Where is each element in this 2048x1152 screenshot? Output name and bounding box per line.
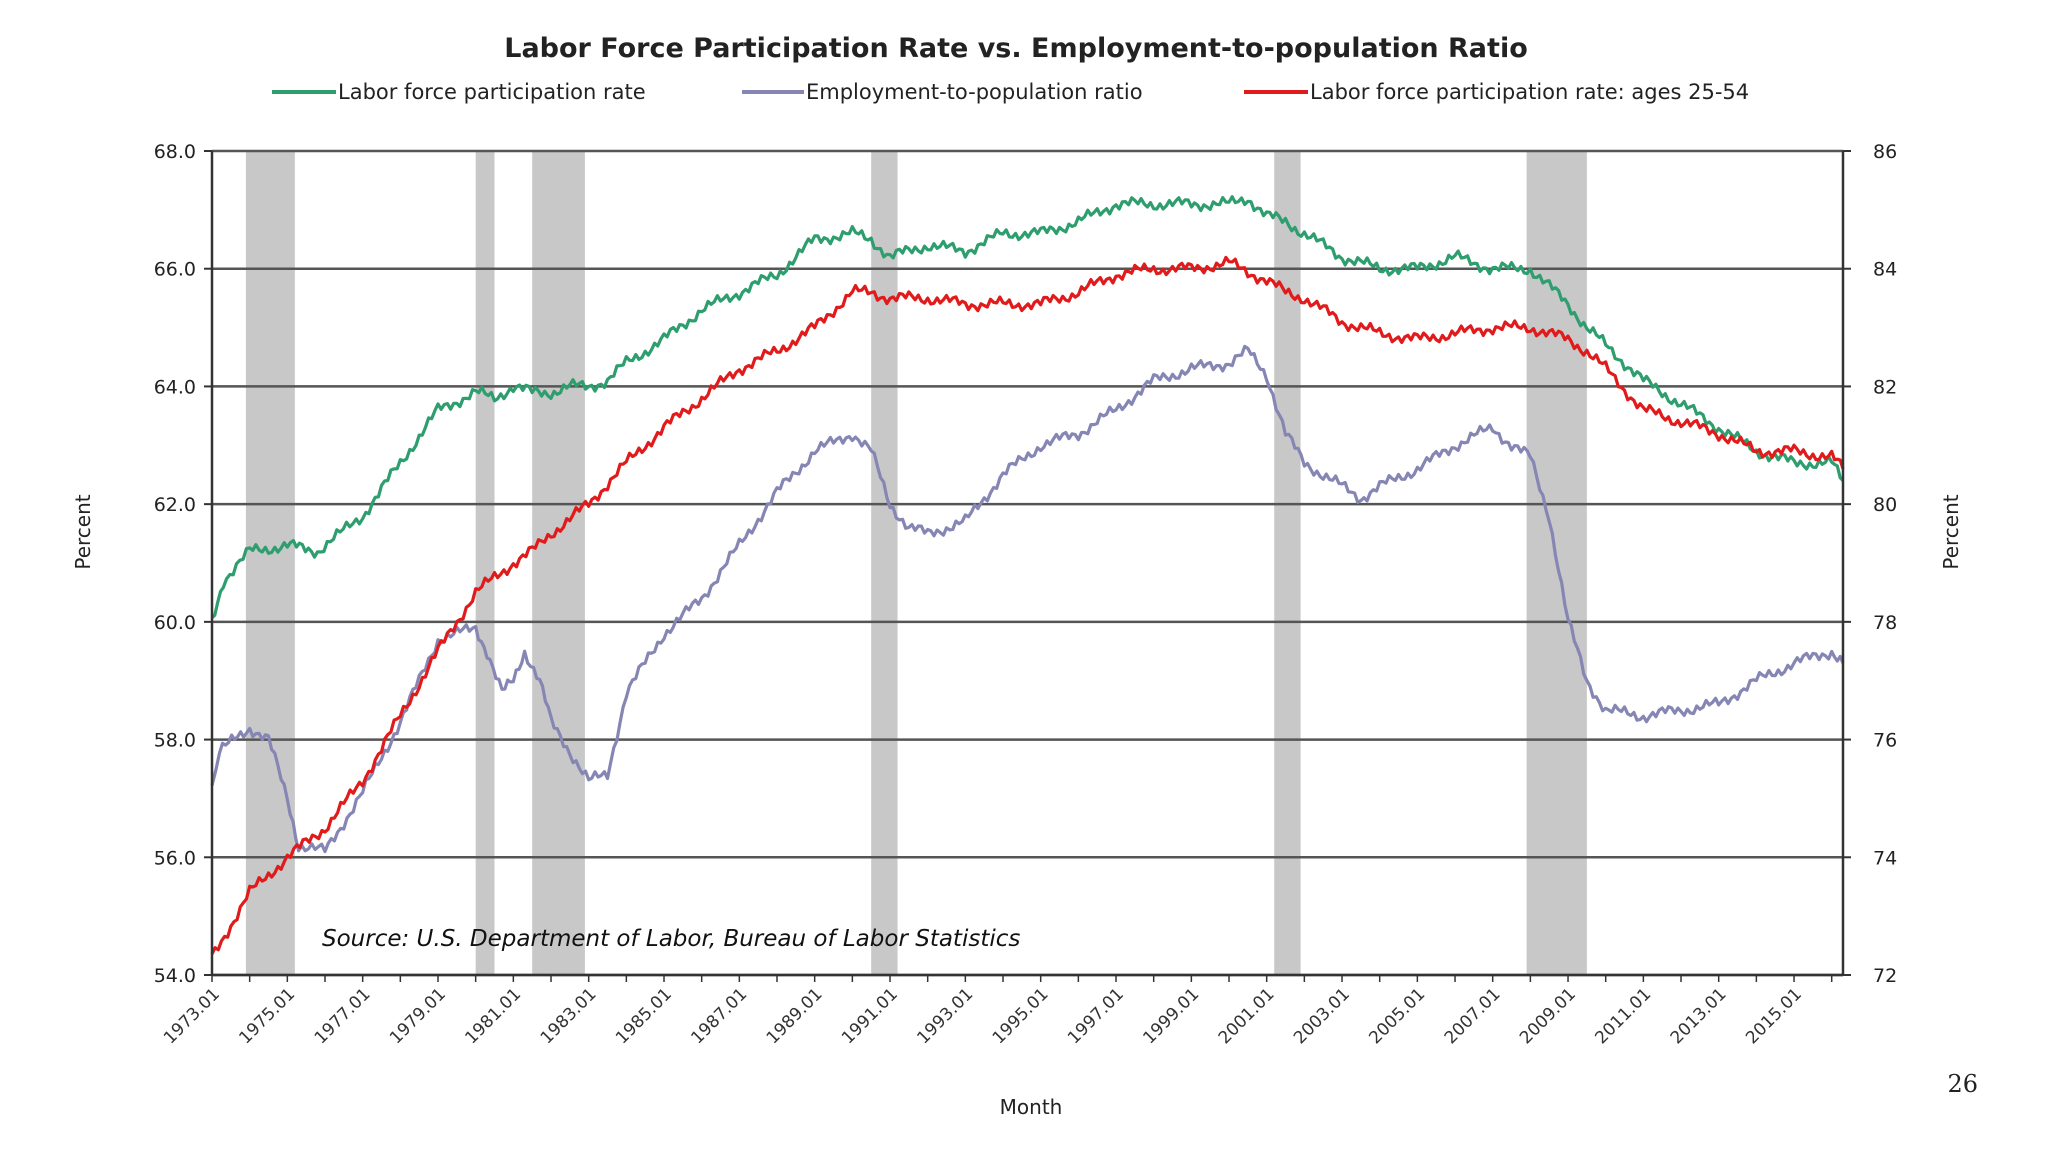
legend-label-prime-age: Labor force participation rate: ages 25-…: [1310, 80, 1749, 104]
x-tick-label: 1999.01: [1139, 984, 1203, 1048]
x-axis-ticks: 1973.01 1975.01 1977.01 1979.01 1981.01 1983.…: [160, 975, 1833, 1048]
right-tick-label: 82: [1873, 376, 1897, 398]
x-tick-label: 2015.01: [1742, 984, 1806, 1048]
series-line-prime-age: [210, 255, 1845, 955]
right-tick-label: 80: [1873, 494, 1897, 516]
y-axis-label-left: Percent: [71, 494, 95, 569]
legend: Labor force participation rate Employmen…: [272, 80, 1749, 104]
x-tick-label: 1983.01: [537, 984, 601, 1048]
x-axis-label: Month: [1000, 1095, 1063, 1119]
left-tick-label: 56.0: [154, 847, 196, 869]
x-tick-label: 2013.01: [1667, 984, 1731, 1048]
left-tick-label: 60.0: [154, 612, 196, 634]
axes: [210, 151, 1845, 977]
series-layer: [210, 195, 1845, 955]
left-tick-label: 66.0: [154, 259, 196, 281]
recession-band: [1274, 151, 1301, 975]
x-tick-label: 2007.01: [1441, 984, 1505, 1048]
x-tick-label: 1987.01: [687, 984, 751, 1048]
x-tick-label: 1997.01: [1064, 984, 1128, 1048]
x-tick-label: 1975.01: [235, 984, 299, 1048]
grid: [212, 149, 1843, 977]
left-tick-label: 68.0: [154, 141, 196, 163]
x-tick-label: 2011.01: [1591, 984, 1655, 1048]
legend-label-epop: Employment-to-population ratio: [806, 80, 1143, 104]
x-tick-label: 1979.01: [386, 984, 450, 1048]
right-tick-label: 86: [1873, 141, 1897, 163]
left-tick-label: 58.0: [154, 730, 196, 752]
series-line-epop: [210, 344, 1845, 854]
y-axis-label-right: Percent: [1939, 494, 1963, 569]
right-tick-label: 72: [1873, 965, 1897, 987]
recession-band: [532, 151, 585, 975]
recession-bands: [245, 151, 1587, 975]
right-tick-label: 76: [1873, 730, 1897, 752]
recession-band: [475, 151, 495, 975]
x-tick-label: 2009.01: [1516, 984, 1580, 1048]
x-tick-label: 1993.01: [913, 984, 977, 1048]
right-axis-ticks: 86 84 82 80 78 76 74 72: [1843, 141, 1897, 987]
x-tick-label: 2001.01: [1215, 984, 1279, 1048]
x-tick-label: 1991.01: [838, 984, 902, 1048]
source-note: Source: U.S. Department of Labor, Bureau…: [322, 926, 1020, 952]
x-tick-label: 1981.01: [461, 984, 525, 1048]
legend-label-lfpr: Labor force participation rate: [338, 80, 646, 104]
right-tick-label: 78: [1873, 612, 1897, 634]
x-tick-label: 2003.01: [1290, 984, 1354, 1048]
x-tick-label: 2005.01: [1365, 984, 1429, 1048]
left-axis-ticks: 68.0 66.0 64.0 62.0 60.0 58.0 56.0 54.0: [154, 141, 212, 987]
x-tick-label: 1995.01: [989, 984, 1053, 1048]
recession-band: [871, 151, 898, 975]
x-tick-label: 1985.01: [612, 984, 676, 1048]
left-tick-label: 54.0: [154, 965, 196, 987]
chart-title: Labor Force Participation Rate vs. Emplo…: [504, 33, 1528, 64]
left-tick-label: 64.0: [154, 376, 196, 398]
recession-band: [245, 151, 295, 975]
left-tick-label: 62.0: [154, 494, 196, 516]
right-tick-label: 74: [1873, 847, 1897, 869]
x-tick-label: 1989.01: [763, 984, 827, 1048]
right-tick-label: 84: [1873, 259, 1897, 281]
page-number: 26: [1947, 1070, 1978, 1098]
x-tick-label: 1977.01: [311, 984, 375, 1048]
x-tick-label: 1973.01: [160, 984, 224, 1048]
series-line-lfpr: [210, 195, 1845, 619]
